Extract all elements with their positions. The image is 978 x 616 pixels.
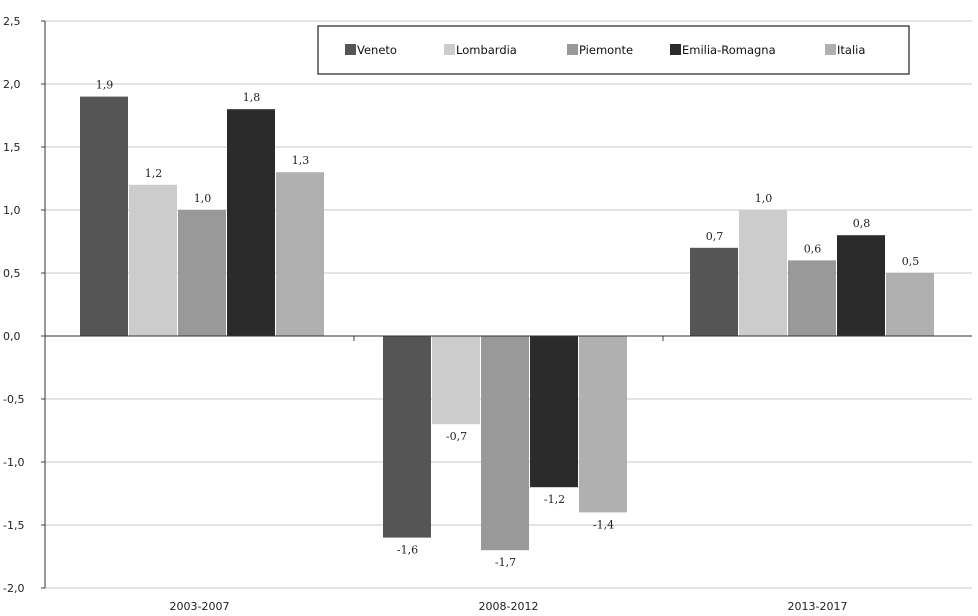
bar-veneto-2008-2012 — [383, 336, 431, 538]
data-label: 1,0 — [755, 192, 773, 205]
data-label: 0,5 — [902, 255, 920, 268]
legend-label: Emilia-Romagna — [682, 43, 776, 57]
bar-veneto-2003-2007 — [80, 96, 128, 336]
y-tick-label: 0,0 — [3, 330, 21, 343]
x-tick-label: 2013-2017 — [788, 600, 848, 613]
y-tick-label: -0,5 — [3, 393, 24, 406]
data-label: -1,4 — [593, 518, 614, 531]
data-label: 0,8 — [853, 217, 871, 230]
legend-box — [317, 25, 910, 75]
bar-lombardia-2003-2007 — [129, 184, 177, 336]
bar-piemonte-2008-2012 — [481, 336, 529, 551]
legend-label: Italia — [837, 43, 865, 57]
bar-lombardia-2013-2017 — [739, 210, 787, 336]
bar-piemonte-2013-2017 — [788, 260, 836, 336]
y-tick-label: -1,0 — [3, 456, 24, 469]
bar-italia-2003-2007 — [276, 172, 324, 336]
data-label: 1,9 — [96, 79, 114, 92]
data-label: 1,3 — [292, 154, 310, 167]
y-tick-label: 1,5 — [3, 141, 21, 154]
bar-italia-2013-2017 — [886, 273, 934, 336]
x-tick-label: 2008-2012 — [479, 600, 539, 613]
y-tick-label: 1,0 — [3, 204, 21, 217]
bar-emilia-romagna-2003-2007 — [227, 109, 275, 336]
data-label: 1,0 — [194, 192, 212, 205]
data-label: -1,6 — [397, 544, 418, 557]
data-label: -1,7 — [495, 556, 516, 569]
y-tick-label: 2,5 — [3, 15, 21, 28]
legend-label: Lombardia — [456, 43, 517, 57]
data-label: 1,8 — [243, 91, 261, 104]
legend-swatch-piemonte — [567, 44, 578, 55]
legend-swatch-emilia-romagna — [670, 44, 681, 55]
bar-emilia-romagna-2008-2012 — [530, 336, 578, 488]
bar-piemonte-2003-2007 — [178, 210, 226, 336]
legend-label: Piemonte — [579, 43, 633, 57]
data-label: -0,7 — [446, 430, 467, 443]
data-label: 0,6 — [804, 242, 822, 255]
x-tick-label: 2003-2007 — [170, 600, 230, 613]
y-tick-label: -1,5 — [3, 519, 24, 532]
y-tick-label: -2,0 — [3, 582, 24, 595]
y-tick-label: 0,5 — [3, 267, 21, 280]
data-label: 0,7 — [706, 230, 724, 243]
bar-italia-2008-2012 — [579, 336, 627, 513]
bar-lombardia-2008-2012 — [432, 336, 480, 425]
legend-swatch-lombardia — [444, 44, 455, 55]
y-tick-label: 2,0 — [3, 78, 21, 91]
bar-veneto-2013-2017 — [690, 247, 738, 336]
legend-swatch-italia — [825, 44, 836, 55]
legend-swatch-veneto — [345, 44, 356, 55]
legend-label: Veneto — [357, 43, 397, 57]
data-label: -1,2 — [544, 493, 565, 506]
data-label: 1,2 — [145, 167, 163, 180]
bar-emilia-romagna-2013-2017 — [837, 235, 885, 336]
